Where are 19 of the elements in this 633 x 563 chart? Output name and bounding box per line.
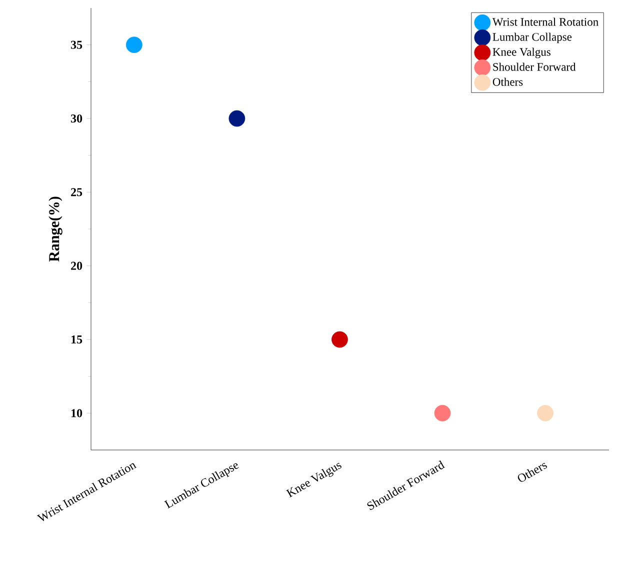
legend-label: Wrist Internal Rotation bbox=[492, 18, 598, 26]
point bbox=[228, 110, 246, 127]
y-tick-label: 35 bbox=[70, 40, 82, 49]
legend-label: Knee Valgus bbox=[492, 48, 550, 58]
y-tick-label: 10 bbox=[71, 409, 82, 418]
point bbox=[126, 36, 142, 54]
y-tick-label: 25 bbox=[71, 188, 82, 196]
y-tick-label: 20 bbox=[71, 262, 82, 270]
point bbox=[537, 404, 554, 422]
y-tick-label: 30 bbox=[70, 114, 82, 123]
legend-label: Lumbar Collapse bbox=[492, 32, 572, 44]
point bbox=[332, 331, 348, 348]
legend-label: Shoulder Forward bbox=[493, 62, 576, 71]
x-tick-label: Knee Valgus bbox=[286, 462, 342, 498]
y-axis-title: Range(%) bbox=[48, 196, 62, 262]
x-tick-label: Others bbox=[518, 462, 548, 482]
point bbox=[434, 404, 451, 422]
y-tick-label: 15 bbox=[71, 335, 82, 344]
legend-label: Others bbox=[492, 78, 523, 86]
